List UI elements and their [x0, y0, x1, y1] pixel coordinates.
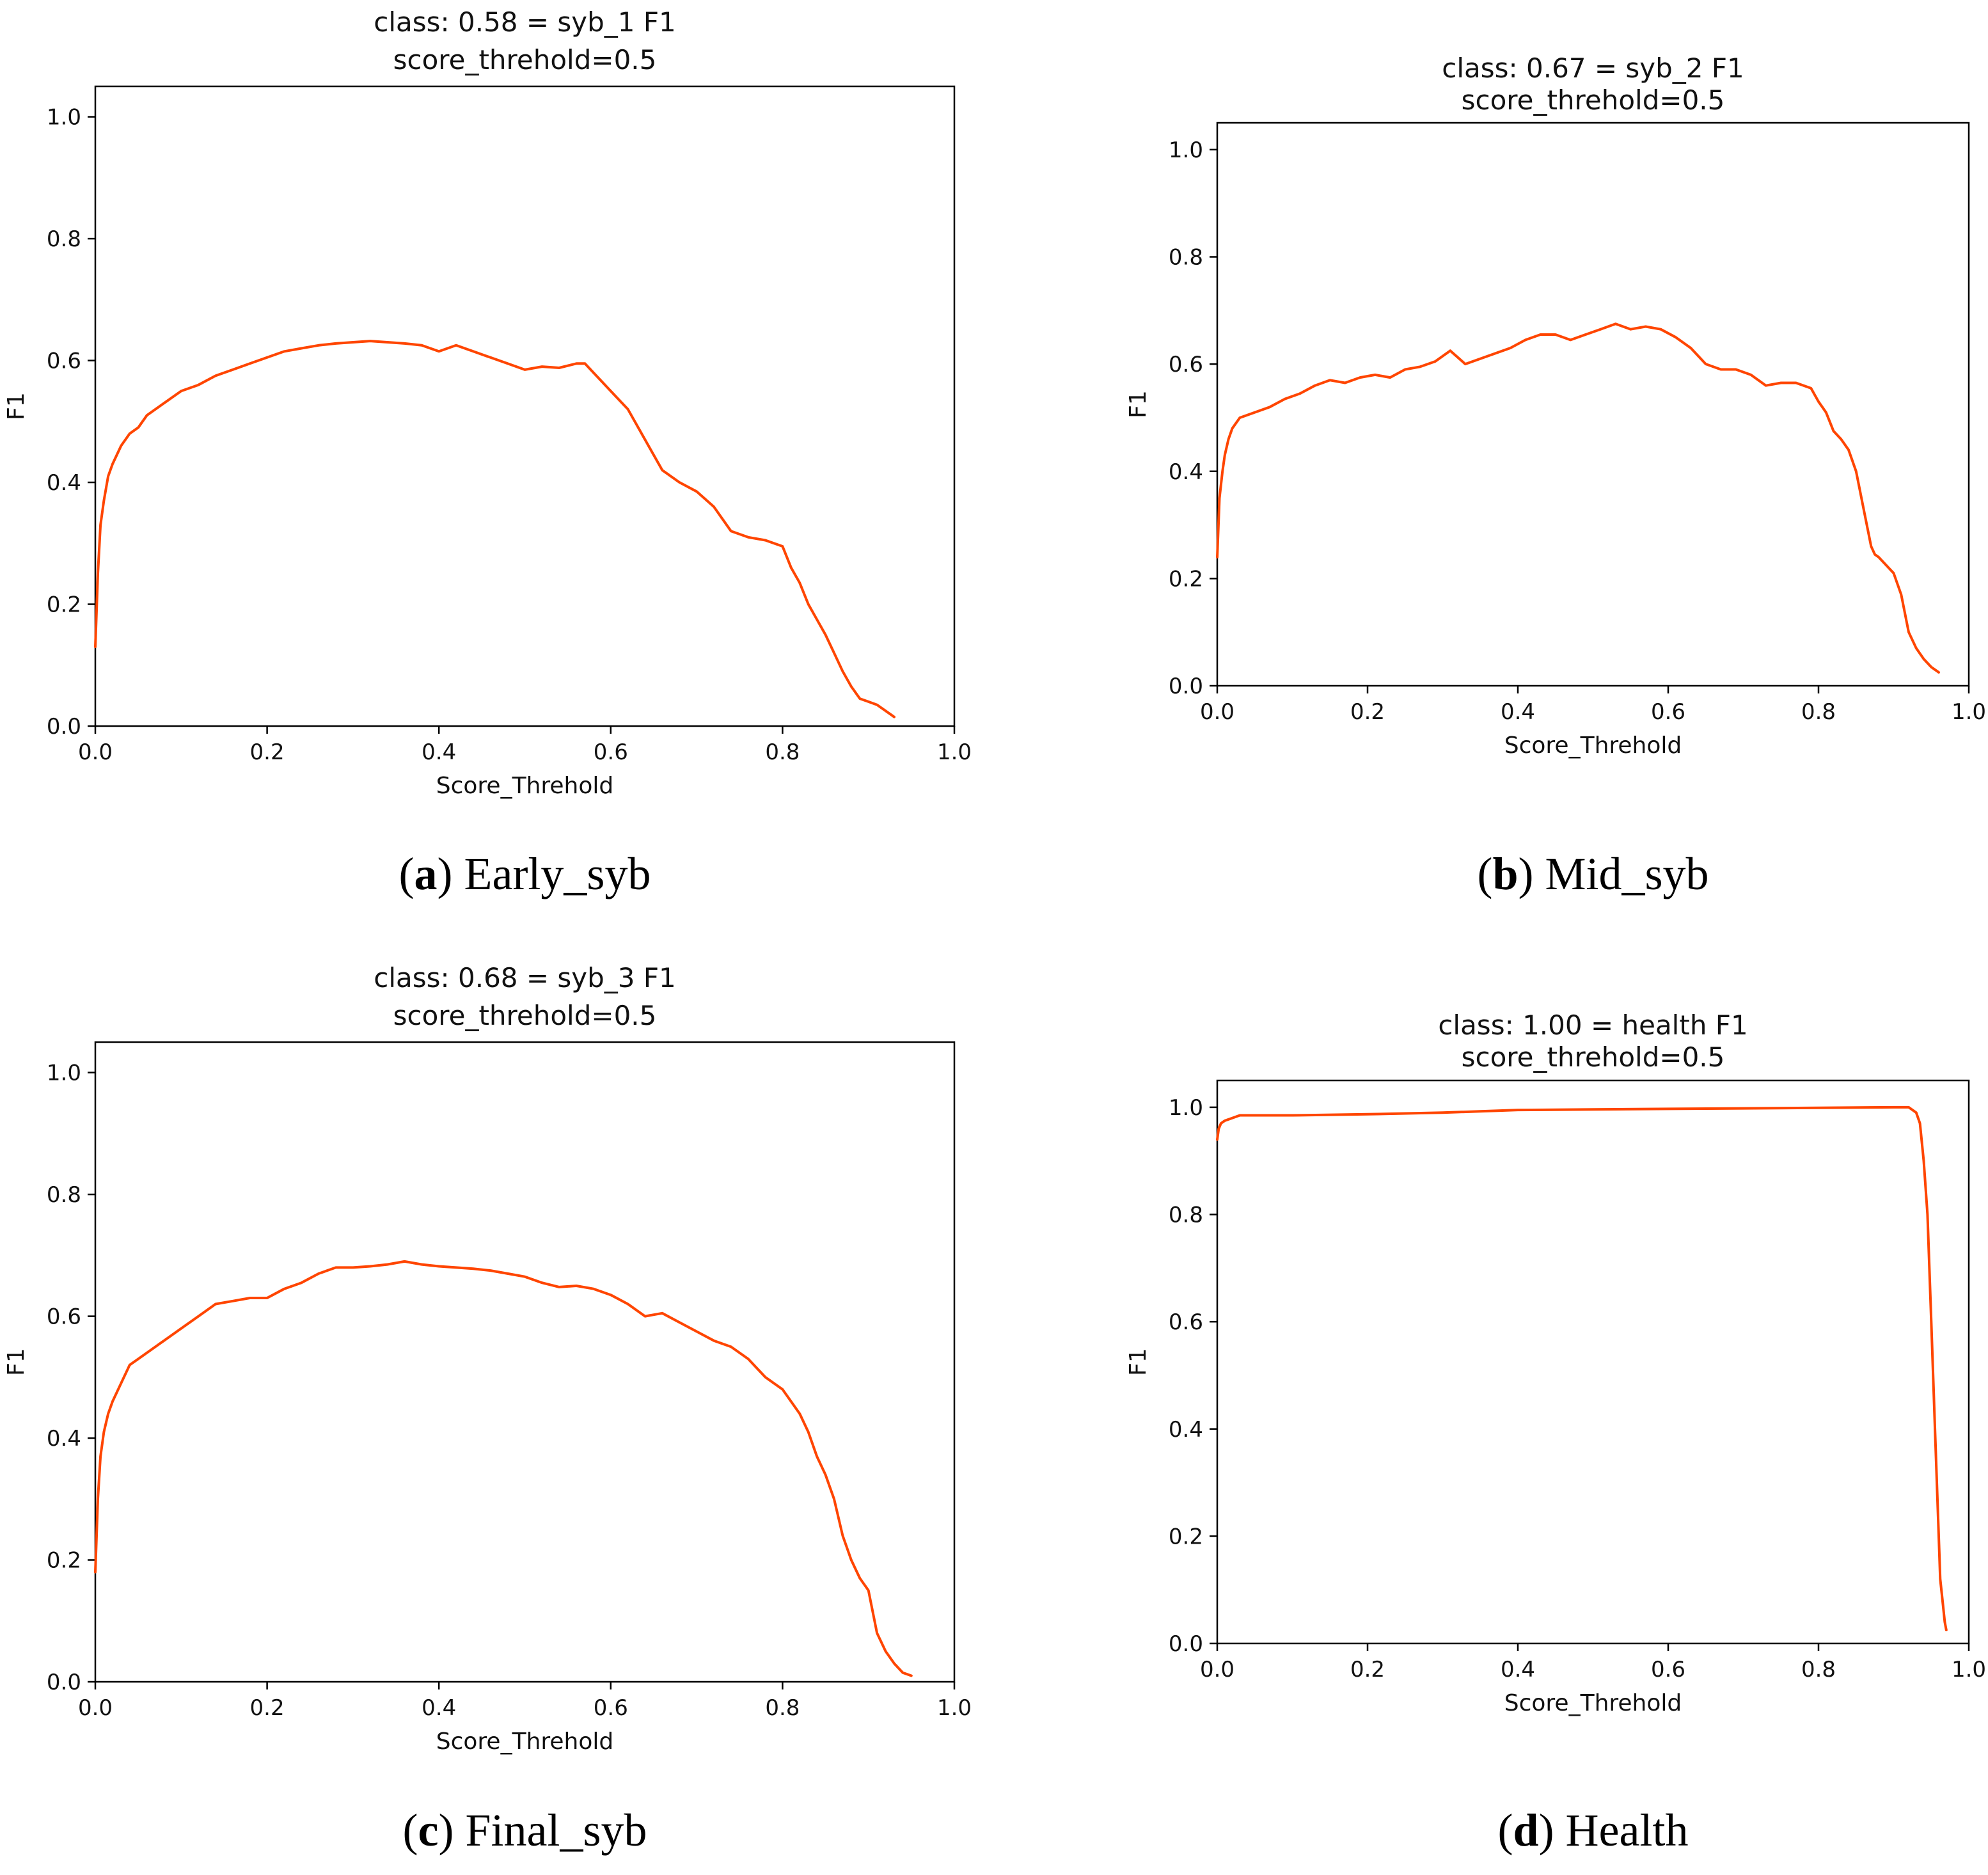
y-tick-label: 1.0 [47, 105, 81, 131]
x-tick-label: 0.0 [78, 1695, 113, 1721]
chart-title-line-2: score_threhold=0.5 [1462, 1041, 1725, 1073]
x-axis-label: Score_Threhold [1504, 732, 1682, 759]
y-axis-label: F1 [1125, 390, 1151, 418]
x-tick-label: 0.0 [1200, 699, 1235, 725]
y-tick-label: 0.8 [1169, 245, 1203, 271]
x-axis-label: Score_Threhold [1504, 1690, 1682, 1716]
chart-panel-2: class: 0.67 = syb_2 F1score_threhold=0.5… [1125, 52, 1986, 899]
chart-panel-3: class: 0.68 = syb_3 F1 score_threhold=0.5… [3, 962, 972, 1856]
x-axis-label: Score_Threhold [436, 1729, 614, 1755]
y-tick-label: 0.0 [1169, 1631, 1203, 1657]
y-tick-label: 1.0 [1169, 1095, 1203, 1121]
x-tick-label: 0.4 [422, 1695, 456, 1721]
x-axis-label: Score_Threhold [436, 773, 614, 799]
chart-title-line-1: class: 0.68 = syb_3 F1 [374, 962, 676, 993]
y-tick-label: 1.0 [1169, 138, 1203, 163]
x-tick-label: 0.4 [1501, 699, 1535, 725]
y-tick-label: 0.4 [47, 1426, 81, 1452]
chart-panel-1: class: 0.58 = syb_1 F1 score_threhold=0.5… [3, 6, 972, 899]
panel-caption: (d) Health [1498, 1805, 1689, 1856]
x-tick-label: 1.0 [937, 1695, 972, 1721]
x-tick-label: 1.0 [937, 740, 972, 765]
y-axis-label: F1 [3, 392, 29, 420]
y-tick-label: 0.4 [1169, 459, 1203, 485]
caption-letter: b [1492, 848, 1518, 899]
x-tick-label: 0.0 [78, 740, 113, 765]
chart-title-line-2: score_threhold=0.5 [393, 44, 657, 75]
y-tick-label: 0.4 [1169, 1417, 1203, 1443]
x-tick-label: 0.0 [1200, 1657, 1235, 1682]
y-tick-label: 0.2 [47, 592, 81, 618]
x-tick-label: 0.2 [1350, 1657, 1385, 1682]
y-tick-label: 0.2 [47, 1548, 81, 1574]
panel-caption: (a) Early_syb [399, 848, 651, 899]
plot-frame [1216, 122, 1970, 687]
x-tick-label: 0.8 [765, 1695, 800, 1721]
plot-frame [94, 85, 956, 727]
caption-letter: d [1513, 1805, 1539, 1856]
chart-title-line-2: score_threhold=0.5 [1462, 84, 1725, 116]
panel-caption: (c) Final_syb [403, 1805, 647, 1856]
y-tick-label: 0.8 [1169, 1203, 1203, 1228]
x-tick-label: 0.8 [1801, 1657, 1836, 1682]
f1-series-line [94, 1260, 913, 1677]
x-tick-label: 0.6 [594, 740, 628, 765]
chart-title-line-1: class: 0.58 = syb_1 F1 [374, 6, 676, 38]
x-tick-label: 1.0 [1952, 699, 1986, 725]
y-tick-label: 0.6 [47, 349, 81, 374]
x-tick-label: 0.4 [1501, 1657, 1535, 1682]
x-tick-label: 0.8 [1801, 699, 1836, 725]
y-tick-label: 0.0 [47, 714, 81, 740]
x-tick-label: 0.6 [1651, 699, 1685, 725]
x-tick-label: 0.2 [1350, 699, 1385, 725]
y-tick-label: 0.2 [1169, 1524, 1203, 1549]
y-axis-label: F1 [3, 1348, 29, 1376]
chart-panel-4: class: 1.00 = health F1score_threhold=0.… [1125, 1009, 1986, 1856]
x-tick-label: 0.4 [422, 740, 456, 765]
y-tick-label: 0.8 [47, 226, 81, 252]
y-tick-label: 0.4 [47, 470, 81, 496]
caption-letter: a [414, 848, 438, 899]
chart-title-line-1: class: 0.67 = syb_2 F1 [1442, 52, 1744, 84]
y-tick-label: 0.8 [47, 1182, 81, 1208]
f1-series-line [1216, 322, 1940, 674]
f1-series-line [94, 340, 895, 718]
y-tick-label: 0.0 [47, 1670, 81, 1695]
caption-letter: c [418, 1805, 439, 1856]
x-tick-label: 0.6 [1651, 1657, 1685, 1682]
y-tick-label: 0.2 [1169, 566, 1203, 592]
y-tick-label: 0.0 [1169, 674, 1203, 699]
chart-title-line-1: class: 1.00 = health F1 [1438, 1009, 1747, 1041]
x-tick-label: 0.2 [250, 1695, 285, 1721]
f1-series-line [1216, 1105, 1948, 1631]
panel-caption: (b) Mid_syb [1477, 848, 1708, 899]
plot-frame [94, 1041, 956, 1683]
chart-title-line-2: score_threhold=0.5 [393, 1000, 657, 1031]
x-tick-label: 1.0 [1952, 1657, 1986, 1682]
x-tick-label: 0.6 [594, 1695, 628, 1721]
y-tick-label: 0.6 [47, 1304, 81, 1330]
plot-frame [1216, 1079, 1970, 1645]
y-tick-label: 0.6 [1169, 1309, 1203, 1335]
x-tick-label: 0.2 [250, 740, 285, 765]
y-tick-label: 0.6 [1169, 352, 1203, 377]
x-tick-label: 0.8 [765, 740, 800, 765]
y-axis-label: F1 [1125, 1348, 1151, 1376]
y-tick-label: 1.0 [47, 1061, 81, 1086]
